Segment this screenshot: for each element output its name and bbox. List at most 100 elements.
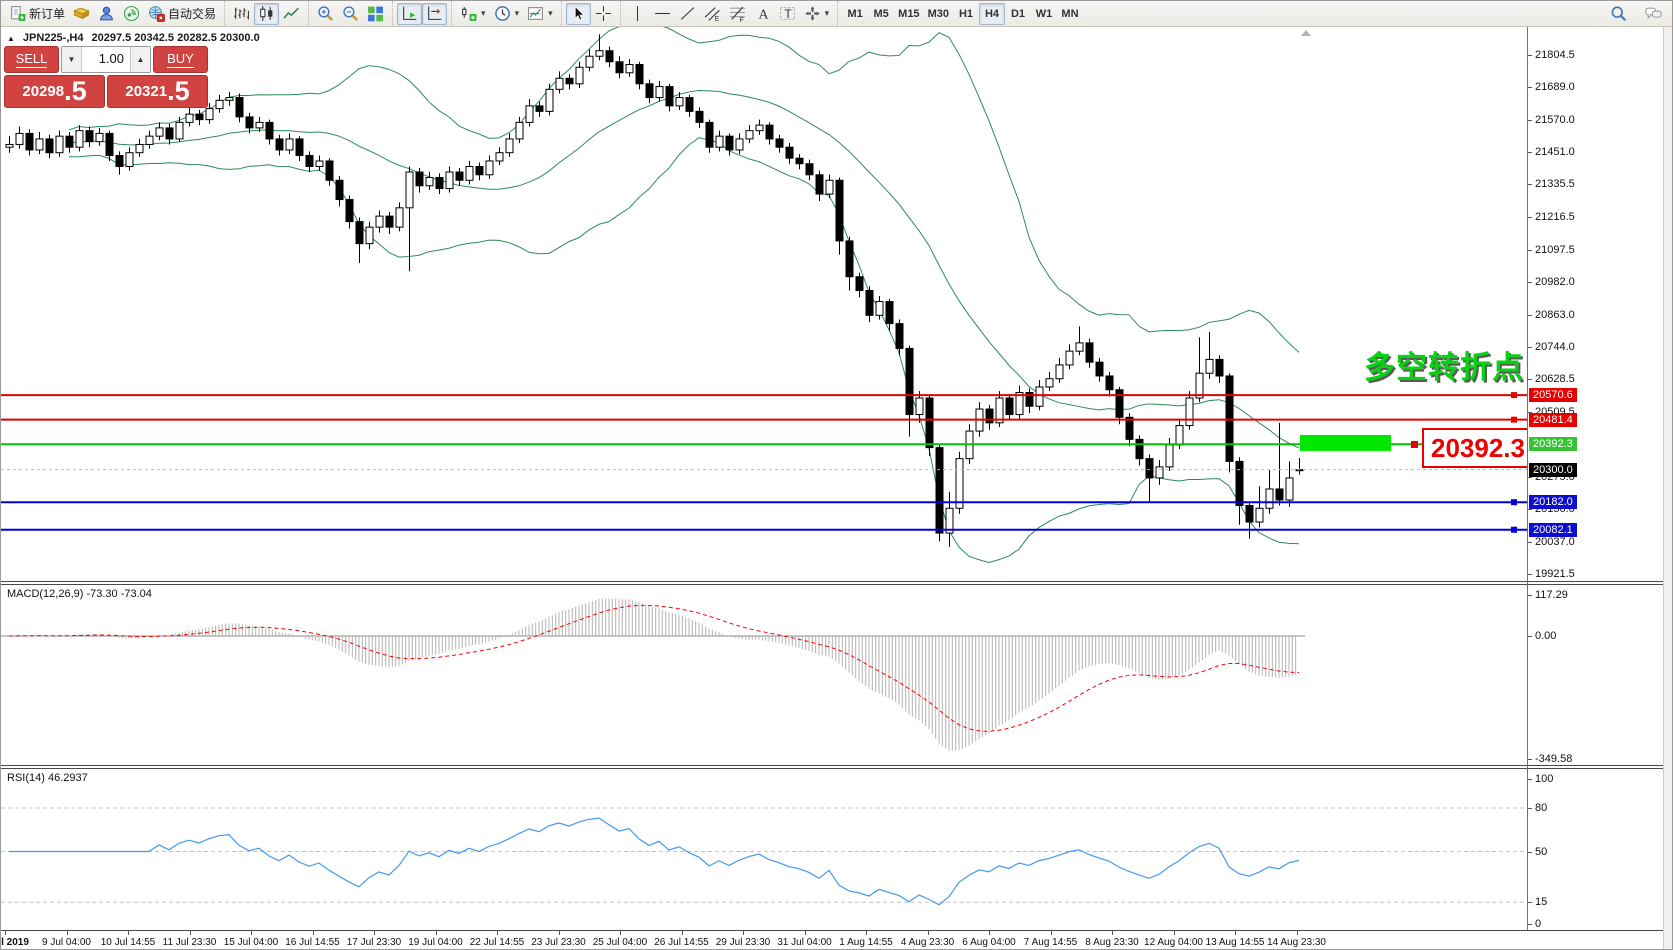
candle-body xyxy=(445,171,454,190)
line-chart-button[interactable] xyxy=(279,3,304,25)
macd-tick: -349.58 xyxy=(1528,753,1572,766)
panel-separator[interactable] xyxy=(1,765,1663,769)
time-label: 15 Jul 04:00 xyxy=(223,937,279,948)
search-button[interactable] xyxy=(1606,3,1631,25)
price-tick: 20037.0 xyxy=(1528,536,1575,549)
one-click-collapse-icon[interactable]: ▲ xyxy=(7,33,15,43)
candle-body xyxy=(55,135,64,154)
main-chart-canvas[interactable] xyxy=(1,27,1528,581)
hline-handle[interactable] xyxy=(1511,526,1517,533)
doc_plus-icon xyxy=(11,6,26,21)
community-button[interactable] xyxy=(94,3,119,25)
vertical-line-button[interactable] xyxy=(625,3,650,25)
panel-separator[interactable] xyxy=(1,581,1663,585)
time-label: 26 Jul 14:55 xyxy=(654,937,709,948)
hline-handle[interactable] xyxy=(1511,499,1517,506)
cursor-button[interactable] xyxy=(565,2,591,25)
text-label-button[interactable]: T xyxy=(775,3,800,25)
macd-signal-line[interactable] xyxy=(8,604,1300,732)
time-tick xyxy=(558,931,560,935)
sell-button[interactable]: SELL xyxy=(4,46,59,73)
candle-body xyxy=(745,130,754,140)
hline-handle[interactable] xyxy=(1511,392,1517,399)
fibonacci-button[interactable]: F xyxy=(725,3,750,25)
time-label: 31 Jul 04:00 xyxy=(777,937,832,948)
auto-scroll-button[interactable] xyxy=(397,2,423,25)
rsi-line[interactable] xyxy=(9,817,1300,906)
new-chart-dropdown[interactable]: ▾ xyxy=(456,3,490,25)
candle-body xyxy=(5,143,14,148)
buy-button[interactable]: BUY xyxy=(153,46,208,73)
periods-dropdown[interactable]: ▾ xyxy=(490,3,524,25)
trendline-button[interactable] xyxy=(675,3,700,25)
new-order-button[interactable]: 新订单 xyxy=(5,3,69,25)
candle-body xyxy=(165,127,174,140)
bollinger-lower-band[interactable] xyxy=(68,137,1300,564)
macd-canvas[interactable] xyxy=(1,585,1528,765)
timeframe-d1-button[interactable]: D1 xyxy=(1010,7,1025,20)
hline-handle[interactable] xyxy=(1511,416,1517,423)
timeframe-h4-button[interactable]: H4 xyxy=(978,2,1005,25)
price-callout-handle[interactable] xyxy=(1411,441,1418,448)
price-tick: 20863.0 xyxy=(1528,309,1575,322)
crosshair-button[interactable] xyxy=(591,3,616,25)
candlestick-chart-button[interactable] xyxy=(254,2,280,25)
timeframe-m1-button[interactable]: M1 xyxy=(847,7,863,20)
volume-increase-button[interactable]: ▲ xyxy=(130,47,150,72)
timeframe-m15-button[interactable]: M15 xyxy=(898,7,920,20)
price-tick: 21216.5 xyxy=(1528,211,1575,224)
autotrading-button[interactable]: 自动交易 xyxy=(144,3,220,25)
search-icon xyxy=(1611,6,1627,22)
chart-shift-button[interactable] xyxy=(422,2,448,25)
bar-chart-button[interactable] xyxy=(229,3,254,25)
sell-price[interactable]: 20298.5 xyxy=(4,75,105,108)
text-button[interactable]: A xyxy=(750,3,775,25)
toolbar-group-trade: 新订单 自动交易 xyxy=(1,1,224,27)
signals-button[interactable] xyxy=(119,3,144,25)
time-tick xyxy=(128,931,129,935)
time-label: 16 Jul 14:55 xyxy=(285,937,340,948)
right-scroll-strip[interactable] xyxy=(1663,27,1672,949)
buy-price[interactable]: 20321.5 xyxy=(107,75,208,108)
candle-body xyxy=(725,135,734,151)
candle-body xyxy=(1065,350,1074,366)
rsi-tick: 100 xyxy=(1528,773,1553,786)
time-label: 25 Jul 04:00 xyxy=(592,937,648,948)
highlight-rectangle[interactable] xyxy=(1300,434,1391,451)
chat-button[interactable] xyxy=(1641,3,1666,25)
candle-body xyxy=(505,138,514,154)
timeframe-w1-button[interactable]: W1 xyxy=(1035,7,1053,20)
tile-windows-button[interactable] xyxy=(363,3,388,25)
price-shift-marker[interactable] xyxy=(1301,30,1311,36)
chart-note-text[interactable]: 多空转折点 xyxy=(1364,350,1524,385)
templates-dropdown[interactable]: ▾ xyxy=(523,3,557,25)
horizontal-line-button[interactable] xyxy=(650,3,675,25)
timeframe-h1-button[interactable]: H1 xyxy=(958,7,973,20)
price-callout-label[interactable]: 20392.3 xyxy=(1422,428,1534,468)
zoom-out-button[interactable] xyxy=(338,3,363,25)
equidistant-channel-button[interactable]: E xyxy=(700,3,725,25)
toolbar-group-zoom xyxy=(308,1,392,27)
volume-decrease-button[interactable]: ▼ xyxy=(62,47,82,72)
zoom-in-button[interactable] xyxy=(313,3,338,25)
candle-body xyxy=(835,179,844,242)
textA-icon: A xyxy=(758,6,768,21)
bollinger-upper-band[interactable] xyxy=(68,27,1300,353)
arrows-dropdown[interactable]: ▾ xyxy=(800,3,834,25)
profiles-button[interactable] xyxy=(69,3,94,25)
candle-body xyxy=(945,507,954,534)
candle-body xyxy=(1285,477,1294,501)
rsi-canvas[interactable] xyxy=(1,769,1528,930)
candle-body xyxy=(985,408,994,424)
template-icon xyxy=(528,7,544,20)
timeframe-m5-button[interactable]: M5 xyxy=(873,7,889,20)
svg-text:T: T xyxy=(784,8,791,21)
volume-input[interactable]: 1.00 xyxy=(98,51,124,66)
candle-body xyxy=(65,135,74,148)
rsi-tick: 0 xyxy=(1528,918,1541,931)
bollinger-middle-band[interactable] xyxy=(68,89,1300,449)
timeframe-mn-button[interactable]: MN xyxy=(1061,7,1079,20)
candle-body xyxy=(35,138,44,151)
timeframe-m30-button[interactable]: M30 xyxy=(927,7,949,20)
axis-border xyxy=(1527,27,1528,930)
